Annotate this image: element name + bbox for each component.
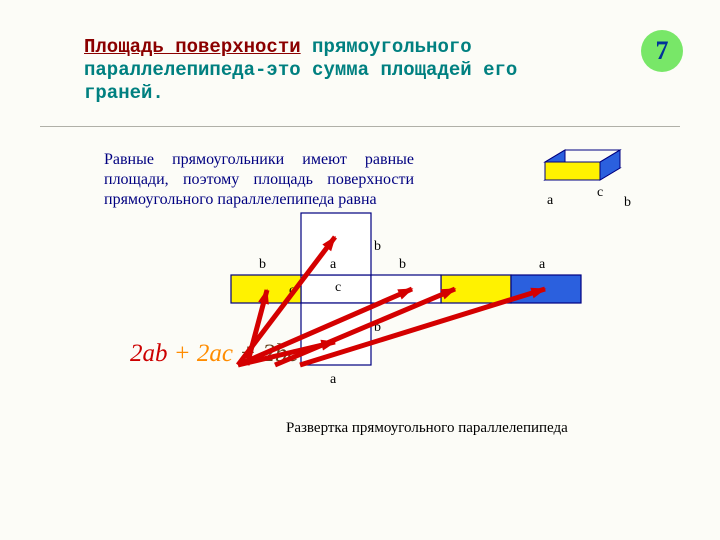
formula-term-2: + 2ac xyxy=(168,340,233,367)
svg-text:a: a xyxy=(330,372,337,387)
svg-text:a: a xyxy=(330,257,337,272)
title-rest-1: прямоугольного xyxy=(301,36,472,58)
formula-term-3: + 2bc xyxy=(233,340,298,367)
page-number: 7 xyxy=(656,36,669,66)
divider xyxy=(40,126,680,127)
formula-term-1: 2ab xyxy=(130,340,168,367)
svg-text:b: b xyxy=(374,320,381,335)
figure-caption: Развертка прямоугольного параллелепипеда xyxy=(286,420,568,437)
svg-text:c: c xyxy=(597,185,603,200)
title-block: Площадь поверхности прямоугольного парал… xyxy=(84,36,629,105)
body-paragraph: Равные прямоугольники имеют равные площа… xyxy=(104,150,414,210)
title-underlined: Площадь поверхности xyxy=(84,36,301,58)
svg-text:b: b xyxy=(399,257,406,272)
title-line-1: Площадь поверхности прямоугольного xyxy=(84,36,629,59)
svg-text:c: c xyxy=(335,280,341,295)
page-number-badge: 7 xyxy=(641,30,683,72)
svg-text:b: b xyxy=(624,195,631,210)
svg-text:c: c xyxy=(289,283,295,298)
title-line-2: параллелепипеда-это сумма площадей его xyxy=(84,59,629,82)
formula: 2ab + 2ac + 2bc xyxy=(130,340,298,368)
svg-text:a: a xyxy=(547,193,554,208)
svg-text:b: b xyxy=(259,257,266,272)
svg-text:c: c xyxy=(429,283,435,298)
svg-text:a: a xyxy=(539,257,546,272)
svg-text:b: b xyxy=(374,239,381,254)
title-line-3: граней. xyxy=(84,82,629,105)
